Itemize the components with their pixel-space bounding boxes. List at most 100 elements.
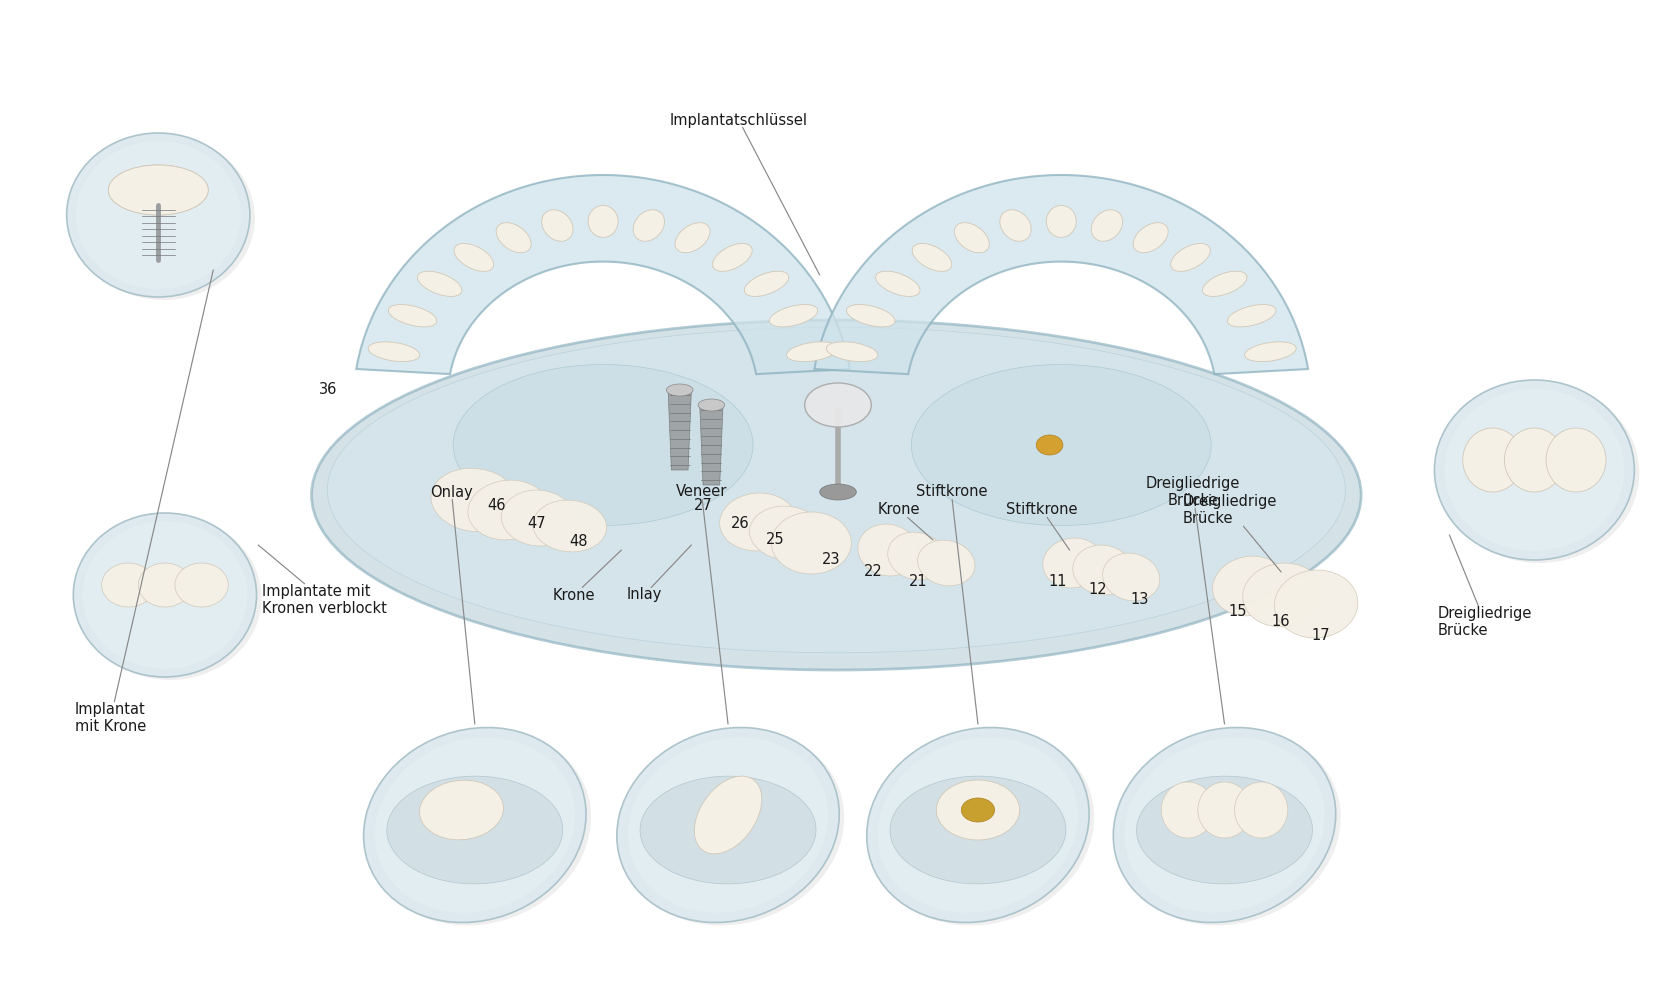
Text: 47: 47 xyxy=(526,516,546,532)
Ellipse shape xyxy=(876,271,920,296)
Ellipse shape xyxy=(695,776,761,854)
Ellipse shape xyxy=(368,342,420,362)
Ellipse shape xyxy=(83,521,247,669)
Text: Veneer: Veneer xyxy=(676,485,728,724)
Text: Inlay: Inlay xyxy=(626,545,691,602)
Ellipse shape xyxy=(1000,210,1031,241)
Ellipse shape xyxy=(501,490,575,546)
Ellipse shape xyxy=(368,731,591,925)
Ellipse shape xyxy=(936,780,1020,840)
Text: Dreigliedrige
Brücke: Dreigliedrige Brücke xyxy=(1183,494,1281,572)
Ellipse shape xyxy=(418,271,461,296)
Ellipse shape xyxy=(675,223,710,253)
Ellipse shape xyxy=(1036,435,1063,455)
Ellipse shape xyxy=(1213,556,1286,616)
Ellipse shape xyxy=(750,506,823,560)
Ellipse shape xyxy=(1161,782,1215,838)
Ellipse shape xyxy=(878,737,1078,913)
Ellipse shape xyxy=(888,532,945,580)
Ellipse shape xyxy=(1434,380,1634,560)
Text: Stiftkrone: Stiftkrone xyxy=(916,485,986,724)
Ellipse shape xyxy=(858,524,918,576)
Text: 22: 22 xyxy=(863,564,883,580)
Ellipse shape xyxy=(387,776,563,884)
Text: Krone: Krone xyxy=(878,502,933,540)
Ellipse shape xyxy=(846,305,895,327)
Text: 13: 13 xyxy=(1130,592,1150,607)
Text: 11: 11 xyxy=(1048,574,1068,589)
Text: 48: 48 xyxy=(568,534,588,550)
Text: 23: 23 xyxy=(821,552,841,568)
Text: 46: 46 xyxy=(486,498,506,514)
Ellipse shape xyxy=(420,780,503,840)
Ellipse shape xyxy=(73,513,257,677)
Polygon shape xyxy=(668,390,691,470)
Text: 26: 26 xyxy=(730,516,750,532)
Polygon shape xyxy=(815,175,1308,374)
Ellipse shape xyxy=(1118,731,1341,925)
Ellipse shape xyxy=(541,210,573,241)
Text: 12: 12 xyxy=(1088,582,1108,597)
Ellipse shape xyxy=(67,133,250,297)
Ellipse shape xyxy=(890,776,1066,884)
Ellipse shape xyxy=(1243,563,1323,627)
Ellipse shape xyxy=(1133,223,1168,253)
Ellipse shape xyxy=(786,342,838,362)
Ellipse shape xyxy=(388,305,436,327)
Ellipse shape xyxy=(78,516,262,680)
Ellipse shape xyxy=(1504,428,1564,492)
Text: 36: 36 xyxy=(318,382,338,397)
Ellipse shape xyxy=(138,563,192,607)
Text: Implantat
mit Krone: Implantat mit Krone xyxy=(75,270,213,734)
Ellipse shape xyxy=(363,728,586,922)
Ellipse shape xyxy=(1203,271,1246,296)
Ellipse shape xyxy=(913,243,951,271)
Ellipse shape xyxy=(826,342,878,362)
Ellipse shape xyxy=(1046,205,1076,237)
Polygon shape xyxy=(700,405,723,485)
Ellipse shape xyxy=(72,136,255,300)
Ellipse shape xyxy=(455,243,493,271)
Ellipse shape xyxy=(1103,553,1160,601)
Text: 17: 17 xyxy=(1311,628,1331,643)
Ellipse shape xyxy=(640,776,816,884)
Ellipse shape xyxy=(533,500,606,552)
Text: 15: 15 xyxy=(1228,604,1248,619)
Ellipse shape xyxy=(108,165,208,215)
Ellipse shape xyxy=(1245,342,1296,362)
Ellipse shape xyxy=(77,141,242,289)
Ellipse shape xyxy=(1073,545,1133,595)
Ellipse shape xyxy=(698,399,725,411)
Ellipse shape xyxy=(468,480,548,540)
Text: 21: 21 xyxy=(908,574,928,589)
Ellipse shape xyxy=(1091,210,1123,241)
Text: Implantate mit
Kronen verblockt: Implantate mit Kronen verblockt xyxy=(258,545,387,616)
Text: Krone: Krone xyxy=(553,550,621,602)
Ellipse shape xyxy=(961,798,995,822)
Ellipse shape xyxy=(312,320,1361,670)
Ellipse shape xyxy=(866,728,1090,922)
Ellipse shape xyxy=(1228,305,1276,327)
Text: 25: 25 xyxy=(765,532,785,548)
Ellipse shape xyxy=(1198,782,1251,838)
Ellipse shape xyxy=(871,731,1095,925)
Ellipse shape xyxy=(911,365,1211,526)
Text: Stiftkrone: Stiftkrone xyxy=(1006,502,1078,550)
Polygon shape xyxy=(357,175,850,374)
Ellipse shape xyxy=(1444,389,1624,551)
Ellipse shape xyxy=(745,271,788,296)
Ellipse shape xyxy=(375,737,575,913)
Ellipse shape xyxy=(1136,776,1313,884)
Ellipse shape xyxy=(621,731,845,925)
Ellipse shape xyxy=(175,563,228,607)
Ellipse shape xyxy=(918,540,975,586)
Ellipse shape xyxy=(1235,782,1288,838)
Ellipse shape xyxy=(102,563,155,607)
Text: Dreigliedrige
Brücke: Dreigliedrige Brücke xyxy=(1438,535,1533,638)
Ellipse shape xyxy=(327,327,1346,653)
Ellipse shape xyxy=(588,205,618,237)
Ellipse shape xyxy=(1171,243,1210,271)
Text: Dreigliedrige
Brücke: Dreigliedrige Brücke xyxy=(1146,476,1240,724)
Ellipse shape xyxy=(1463,428,1523,492)
Text: Onlay: Onlay xyxy=(430,485,475,724)
